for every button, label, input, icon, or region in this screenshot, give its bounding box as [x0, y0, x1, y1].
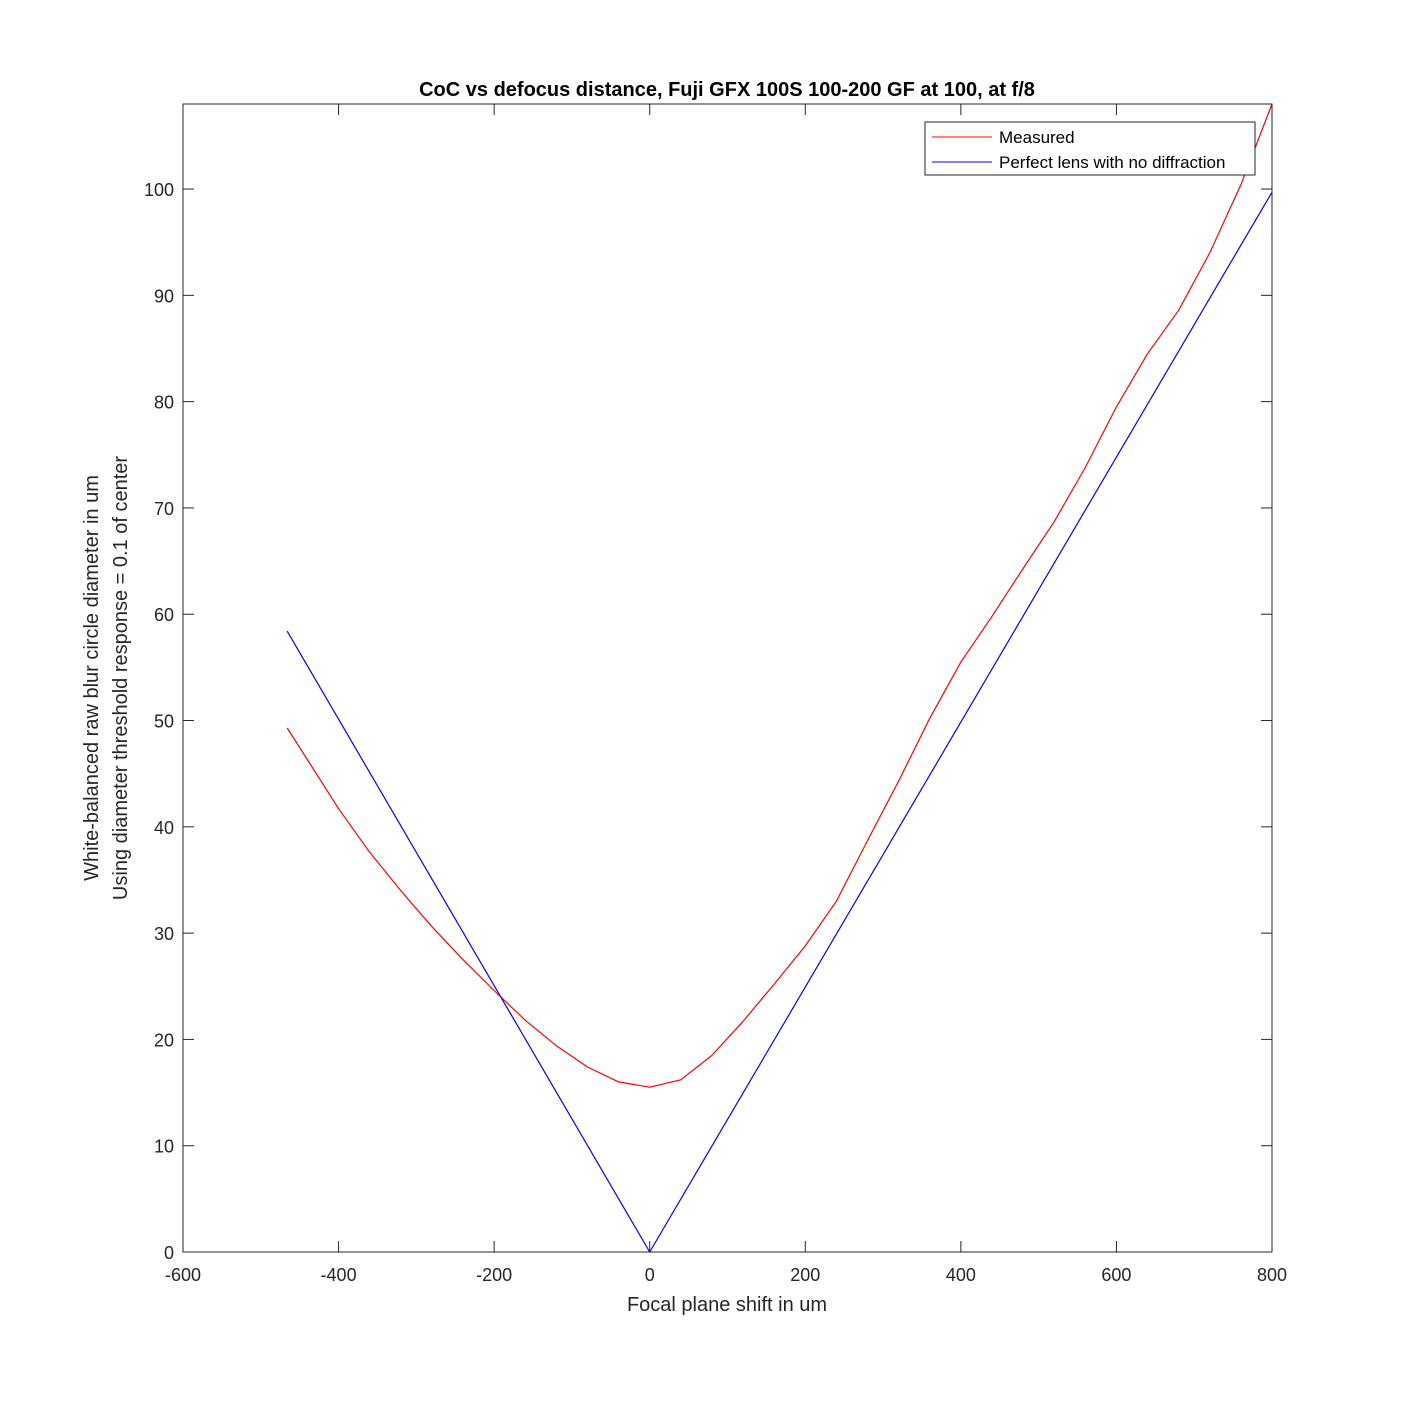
axes-box	[182, 103, 1273, 1253]
x-tick-label: -400	[321, 1265, 357, 1285]
legend-box	[924, 121, 1256, 176]
y-tick-label: 100	[144, 180, 174, 200]
y-axis-label-line-1: White-balanced raw blur circle diameter …	[81, 475, 103, 881]
y-tick-label: 80	[154, 393, 174, 413]
legend: Measured Perfect lens with no diffractio…	[924, 121, 1256, 176]
y-tick-label: 20	[154, 1030, 174, 1050]
y-tick-label: 40	[154, 818, 174, 838]
y-tick-label: 70	[154, 499, 174, 519]
legend-label-perfect-lens: Perfect lens with no diffraction	[999, 153, 1225, 172]
series-line-measured	[286, 103, 1273, 1088]
legend-label-measured: Measured	[999, 128, 1075, 147]
y-tick-label: 50	[154, 712, 174, 732]
y-tick-label: 0	[164, 1243, 174, 1263]
x-tick-label: -200	[476, 1265, 512, 1285]
y-tick-label: 60	[154, 605, 174, 625]
x-tick-label: 400	[946, 1265, 976, 1285]
y-tick-label: 30	[154, 924, 174, 944]
y-tick-label: 10	[154, 1137, 174, 1157]
y-tick-label: 90	[154, 286, 174, 306]
x-tick-label: 600	[1101, 1265, 1131, 1285]
chart-title: CoC vs defocus distance, Fuji GFX 100S 1…	[419, 79, 1035, 101]
x-tick-label: 800	[1257, 1265, 1287, 1285]
tick-layer: -600 -400 -200 0 200 400 600 800 0 10 20 30 40 50 60 70…	[144, 104, 1287, 1285]
x-tick-label: 200	[790, 1265, 820, 1285]
y-axis-label-line-2: Using diameter threshold response = 0.1 …	[110, 456, 132, 900]
x-tick-label: -600	[165, 1265, 201, 1285]
x-tick-label: 0	[645, 1265, 655, 1285]
plot-area	[183, 104, 1272, 1252]
x-axis-label: Focal plane shift in um	[627, 1294, 827, 1316]
